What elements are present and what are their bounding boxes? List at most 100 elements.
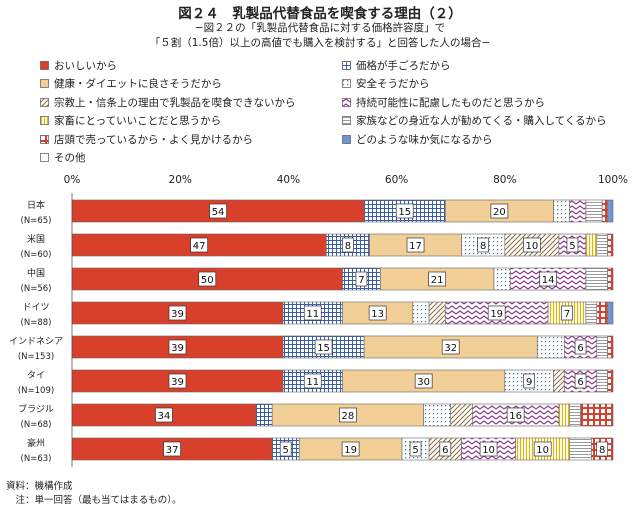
data-label: 39 [171, 343, 184, 354]
legend-item: おいしいから [40, 58, 117, 72]
bar-segment [585, 199, 603, 223]
data-label: 10 [536, 445, 549, 456]
x-tick-label: 100% [598, 174, 628, 186]
data-label-box [155, 407, 173, 423]
bar-segment [536, 335, 565, 359]
chart-title: 図２４ 乳製品代替食品を喫食する理由（２） [178, 6, 462, 22]
bar-segment [553, 199, 571, 223]
legend-label: どのような味か気になるから [356, 133, 493, 146]
data-label-box [395, 203, 414, 219]
bar-segment [596, 369, 608, 393]
legend-swatch [40, 60, 49, 70]
legend-swatch [40, 153, 49, 162]
data-label-box [566, 237, 579, 253]
bar-segment [423, 403, 451, 427]
bar-segment [607, 301, 614, 325]
x-tick-label: 60% [385, 174, 408, 186]
bar-segment [596, 301, 608, 325]
x-tick-label: 20% [169, 174, 192, 186]
category-n-label: (N=60) [21, 250, 52, 260]
data-label-box [477, 237, 490, 253]
legend-swatch [40, 79, 49, 88]
data-label-box [533, 441, 552, 457]
data-label: 11 [306, 377, 319, 388]
category-label: 中国 [27, 267, 45, 279]
data-label-box [279, 441, 292, 457]
data-label: 21 [431, 275, 444, 286]
category-n-label: (N=56) [21, 284, 52, 294]
data-label: 17 [409, 241, 422, 252]
bar-segment [493, 267, 511, 291]
legend-swatch [342, 134, 351, 144]
data-label-box [190, 237, 208, 253]
data-label: 32 [444, 343, 457, 354]
bar-segment [585, 267, 608, 291]
chart-subtitle-line-2: 「５割（1.5倍）以上の高値でも購入を検討する」と回答した人の場合− [149, 37, 491, 49]
legend-swatch [40, 134, 49, 144]
legend-item: 宗教上・信条上の理由で乳製品を喫食できないから [40, 95, 296, 109]
data-label: 10 [525, 241, 538, 252]
bar-segment [569, 403, 581, 427]
x-tick-label: 0% [64, 174, 81, 186]
x-tick-label: 40% [277, 174, 300, 186]
data-label-box [342, 237, 354, 253]
data-label-box [409, 441, 422, 457]
bar-segment [412, 301, 430, 325]
category-label: ドイツ [22, 303, 49, 313]
data-label-box [523, 373, 535, 389]
data-label: 5 [283, 445, 289, 456]
data-label: 34 [158, 411, 171, 422]
data-label-box [368, 305, 387, 321]
data-label: 7 [358, 275, 364, 286]
bar-segment [569, 437, 592, 461]
data-label-box [168, 373, 187, 389]
legend-label: 家畜にとっていいことだと思うから [54, 115, 222, 127]
legend-item: 価格が手ごろだから [342, 58, 451, 72]
data-label-box [314, 339, 333, 355]
data-label: 28 [342, 411, 355, 422]
legend-label: その他 [54, 152, 86, 164]
data-label-box [168, 305, 187, 321]
data-label-box [506, 407, 525, 423]
legend-item: 店頭で売っているから・よく見かけるから [40, 132, 253, 146]
data-label-box [596, 441, 609, 457]
data-label: 10 [482, 445, 495, 456]
x-tick-label: 80% [493, 174, 516, 186]
data-label: 15 [317, 343, 330, 354]
data-label: 5 [569, 241, 575, 252]
chart-subtitle-line-1: −図２２の「乳製品代替食品に対する価格許容度」で [194, 22, 446, 34]
category-n-label: (N=109) [18, 386, 54, 396]
category-label: 豪州 [27, 437, 45, 449]
category-label: ブラジル [18, 403, 54, 415]
bar-segment [585, 233, 598, 257]
legend-label: 健康・ダイエットに良さそうだから [54, 78, 222, 90]
legend-swatch [342, 116, 351, 125]
legend-item: 安全そうだから [342, 77, 430, 91]
data-label-box [574, 339, 587, 355]
legend-item: 家畜にとっていいことだと思うから [40, 114, 221, 128]
legend-swatch [40, 116, 49, 125]
bar-segment [607, 233, 614, 257]
data-label-box [303, 305, 322, 321]
data-label-box [561, 305, 573, 321]
bar-segment [601, 199, 608, 223]
category-label: タイ [27, 370, 45, 381]
data-label: 8 [480, 241, 486, 252]
legend-item: 持続可能性に配慮したものだと思うから [342, 95, 545, 109]
category-n-label: (N=63) [21, 454, 52, 464]
legend-label: 価格が手ごろだから [356, 59, 451, 72]
data-label-box [198, 271, 217, 287]
data-label: 14 [542, 275, 555, 286]
data-label: 19 [344, 445, 357, 456]
legend-item: 家族などの身近な人が勧めてくる・購入してくるから [342, 114, 607, 128]
bar-segment [607, 267, 614, 291]
bar-segment [255, 403, 273, 427]
data-label-box [428, 271, 447, 287]
legend-item: どのような味か気になるから [342, 132, 493, 146]
data-label-box [339, 407, 357, 423]
source-note: 資料：機構作成 [6, 481, 73, 492]
legend-label: おいしいから [54, 59, 117, 72]
data-label-box [209, 203, 227, 219]
bar-segment [553, 369, 565, 393]
